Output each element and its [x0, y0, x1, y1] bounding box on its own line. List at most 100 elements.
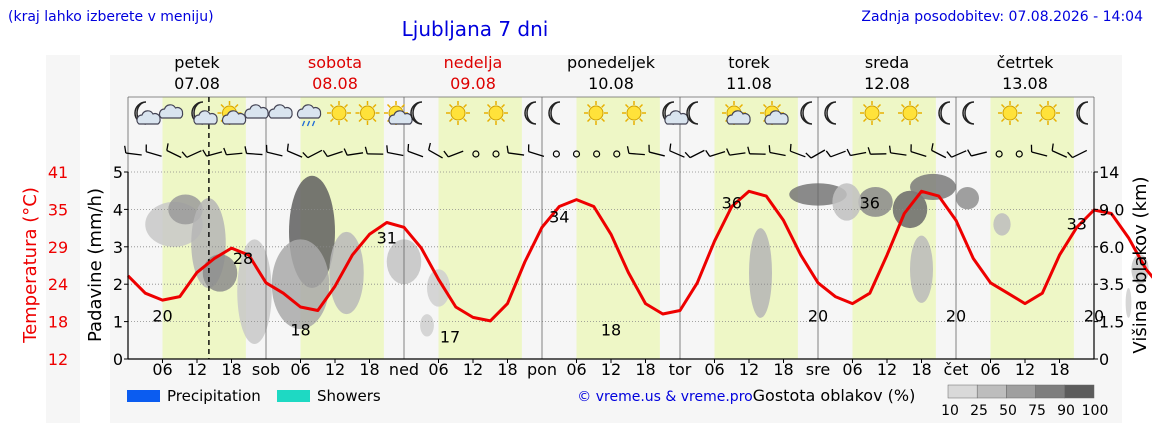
- moon-crescent: [524, 101, 537, 125]
- wind-barb-flag: [386, 145, 389, 153]
- sun-ray: [220, 103, 225, 108]
- wind-barb-flag: [967, 149, 972, 157]
- wind-barb: [946, 150, 967, 158]
- sun-ray: [344, 103, 349, 108]
- sun-ray: [329, 103, 334, 108]
- daylight-band: [714, 97, 798, 359]
- day-name: petek: [174, 53, 220, 72]
- wind-barb-flag: [407, 143, 410, 152]
- wind-barb-flag: [506, 145, 509, 154]
- sun-cloud-icon: [384, 101, 413, 125]
- day-short-label: čet: [944, 360, 969, 379]
- cloud-shape: [296, 104, 322, 119]
- moon-icon: [548, 101, 561, 125]
- sun-ray: [900, 103, 905, 108]
- credit-link[interactable]: © vreme.us & vreme.pro: [577, 389, 752, 405]
- wind-barb-flag: [265, 144, 268, 153]
- cloud-shape: [726, 110, 751, 125]
- wind-barb-shaft: [649, 151, 665, 157]
- cloud-density-swatch: [1006, 384, 1036, 399]
- wind-barb-shaft: [628, 152, 645, 156]
- wind-barb: [145, 144, 162, 157]
- wind-barb-shaft: [669, 150, 685, 158]
- wind-barb-shaft: [448, 150, 464, 158]
- day-name: nedelja: [444, 53, 503, 72]
- sun-ray: [358, 103, 363, 108]
- wind-barb-flag: [1051, 143, 1054, 151]
- temperature-tick: 12: [48, 350, 68, 369]
- rain-drop: [306, 120, 311, 127]
- cloud-height-tick: 6.0: [1099, 238, 1124, 257]
- hour-tick-label: 12: [1015, 360, 1035, 379]
- cloud-density-patch: [749, 228, 772, 318]
- sun-cloud-icon: [217, 101, 247, 125]
- sun-ray: [877, 118, 882, 123]
- wind-calm-marker: [593, 150, 601, 158]
- moon-crescent: [824, 101, 837, 125]
- wind-barb-flag: [364, 146, 368, 155]
- sun-ray: [463, 103, 468, 108]
- cloud-icon: [268, 104, 293, 119]
- wind-calm-marker: [472, 150, 480, 158]
- cloud-height-tick: 1.5: [1099, 313, 1124, 332]
- sun-icon: [327, 101, 351, 125]
- hour-tick-label: 18: [773, 360, 793, 379]
- cloud-density-level: 90: [1057, 403, 1075, 419]
- wind-barb: [684, 149, 705, 159]
- cloud-density-swatch: [1035, 384, 1066, 399]
- cloud-height-tick: 0: [1099, 350, 1109, 369]
- cloud-density-patch: [956, 186, 979, 210]
- sun-disc: [450, 105, 466, 121]
- cloud-density-swatch: [976, 384, 1007, 399]
- temperature-label: 20: [946, 307, 966, 326]
- day-date: 08.08: [312, 74, 358, 93]
- wind-barb-flag: [684, 151, 691, 159]
- wind-barb-shaft: [830, 150, 846, 158]
- cloud-density-patch: [993, 213, 1011, 236]
- sun-ray: [1000, 118, 1005, 123]
- wind-barb-shaft: [246, 152, 263, 156]
- sun-icon: [355, 101, 380, 125]
- precipitation-tick: 3: [113, 238, 123, 257]
- wind-calm-marker: [613, 150, 621, 158]
- wind-barb-shaft: [307, 149, 323, 159]
- wind-barb: [1030, 144, 1048, 157]
- wind-calm-marker: [1015, 150, 1023, 158]
- menu-hint[interactable]: (kraj lahko izberete v meniju): [8, 9, 214, 25]
- moon-crescent: [962, 101, 975, 125]
- cloud-density-level: 100: [1082, 403, 1109, 419]
- hour-tick-label: 06: [290, 360, 310, 379]
- wind-barb-flag: [648, 144, 650, 153]
- rain-drop: [311, 120, 316, 127]
- wind-barb-flag: [322, 150, 328, 157]
- cloud-icon: [244, 104, 269, 119]
- wind-barb: [428, 142, 443, 159]
- temperature-tick: 41: [48, 163, 68, 182]
- wind-barb: [726, 148, 746, 156]
- wind-calm-marker: [552, 150, 560, 158]
- wind-barb-flag: [747, 146, 751, 154]
- wind-barb-shaft: [508, 152, 525, 156]
- wind-barb-shaft: [407, 150, 424, 158]
- day-date: 10.08: [588, 74, 634, 93]
- sun-ray: [401, 103, 406, 108]
- sun-ray: [639, 103, 644, 108]
- day-name: četrtek: [997, 53, 1055, 72]
- sun-disc: [331, 105, 347, 121]
- day-short-label: pon: [527, 360, 557, 379]
- cloud-density-level: 75: [1028, 403, 1046, 419]
- cloud-shape: [664, 110, 689, 125]
- wind-barb-shaft: [347, 152, 364, 156]
- day-short-label: sre: [806, 360, 830, 379]
- sun-ray: [739, 103, 744, 108]
- wind-barb-shaft: [951, 150, 967, 158]
- wind-barb-flag: [244, 146, 248, 154]
- wind-barb-shaft: [387, 151, 404, 157]
- cloud-rain-icon: [296, 104, 322, 127]
- sun-ray: [724, 103, 729, 108]
- sun-disc: [626, 105, 642, 121]
- wind-barb: [386, 145, 404, 157]
- day-name: ponedeljek: [567, 53, 656, 72]
- cloud-density-patch: [237, 239, 272, 345]
- sun-ray: [915, 103, 920, 108]
